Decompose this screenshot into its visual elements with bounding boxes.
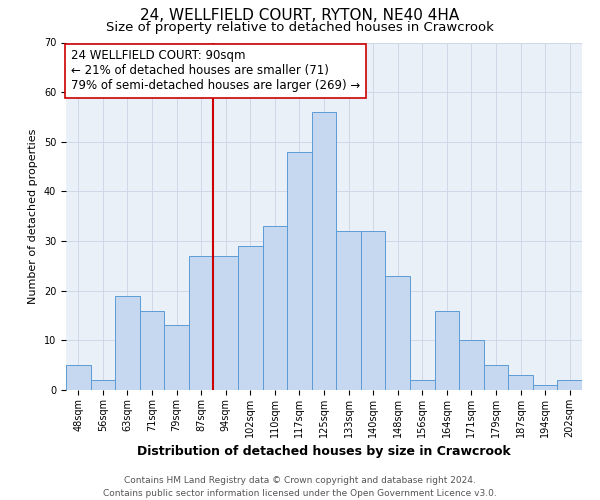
Y-axis label: Number of detached properties: Number of detached properties [28,128,38,304]
X-axis label: Distribution of detached houses by size in Crawcrook: Distribution of detached houses by size … [137,446,511,458]
Bar [287,152,312,390]
Text: Size of property relative to detached houses in Crawcrook: Size of property relative to detached ho… [106,21,494,34]
Bar [557,380,582,390]
Bar [533,385,557,390]
Bar [164,326,189,390]
Bar [91,380,115,390]
Text: Contains HM Land Registry data © Crown copyright and database right 2024.
Contai: Contains HM Land Registry data © Crown c… [103,476,497,498]
Bar [115,296,140,390]
Bar [410,380,434,390]
Text: 24 WELLFIELD COURT: 90sqm
← 21% of detached houses are smaller (71)
79% of semi-: 24 WELLFIELD COURT: 90sqm ← 21% of detac… [71,50,361,92]
Bar [214,256,238,390]
Bar [508,375,533,390]
Bar [361,231,385,390]
Bar [484,365,508,390]
Bar [385,276,410,390]
Bar [238,246,263,390]
Bar [189,256,214,390]
Bar [140,310,164,390]
Bar [434,310,459,390]
Text: 24, WELLFIELD COURT, RYTON, NE40 4HA: 24, WELLFIELD COURT, RYTON, NE40 4HA [140,8,460,22]
Bar [459,340,484,390]
Bar [66,365,91,390]
Bar [336,231,361,390]
Bar [312,112,336,390]
Bar [263,226,287,390]
